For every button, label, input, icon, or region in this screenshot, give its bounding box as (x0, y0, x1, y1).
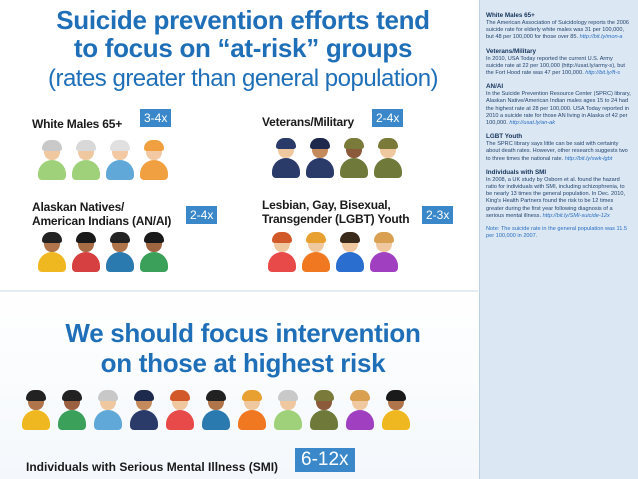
person-icon (140, 140, 168, 182)
people-veterans (272, 138, 402, 180)
source-title: White Males 65+ (486, 12, 535, 19)
sidebar-note: Note: The suicide rate in the general po… (486, 226, 627, 240)
person-icon (38, 232, 66, 274)
person-icon (58, 390, 86, 432)
source-block: AN/AI In the Suicide Prevention Resource… (486, 83, 631, 127)
people-anai (38, 232, 168, 274)
source-link[interactable]: http://bit.ly/SMI-suicide-12x (542, 212, 610, 219)
source-block: Individuals with SMI In 2008, a UK study… (486, 169, 631, 220)
risk-badge-anai: 2-4x (186, 206, 218, 224)
person-icon (72, 232, 100, 274)
sources-sidebar: White Males 65+ The American Association… (479, 0, 638, 479)
source-text: In 2010, USA Today reported the current … (486, 56, 631, 78)
person-icon (336, 232, 364, 274)
group-label-text: American Indians (AN/AI) (32, 214, 172, 228)
person-icon (22, 390, 50, 432)
source-block: White Males 65+ The American Association… (486, 12, 631, 42)
headline-line1: Suicide prevention efforts tend (56, 5, 430, 35)
source-block: Veterans/Military In 2010, USA Today rep… (486, 48, 631, 78)
person-icon (140, 232, 168, 274)
person-icon (238, 390, 266, 432)
group-label-text: Alaskan Natives/ (32, 200, 125, 214)
person-icon (306, 138, 334, 180)
person-icon (370, 232, 398, 274)
headline: Suicide prevention efforts tend to focus… (28, 6, 458, 62)
focus-heading-line2: on those at highest risk (100, 348, 386, 378)
source-body: In 2008, a UK study by Osborn et al. fou… (486, 176, 626, 219)
risk-badge-veterans: 2-4x (372, 109, 404, 127)
focus-heading: We should focus intervention on those at… (20, 318, 466, 378)
source-link[interactable]: http://usat.ly/an-ak (509, 120, 556, 127)
group-label-text: Veterans/Military (262, 115, 354, 129)
person-icon (272, 138, 300, 180)
source-title: LGBT Youth (486, 133, 523, 141)
source-body: In 2010, USA Today reported the current … (486, 55, 625, 77)
group-label-white-males: White Males 65+ (32, 117, 122, 131)
person-icon (374, 138, 402, 180)
headline-subline: (rates greater than general population) (47, 65, 439, 92)
group-label-text: Transgender (LGBT) Youth (262, 212, 410, 226)
source-text: The American Association of Suicidology … (486, 20, 631, 42)
source-link[interactable]: http://bit.ly/mon-a (579, 34, 623, 41)
person-icon (166, 390, 194, 432)
focus-heading-line1: We should focus intervention (65, 318, 421, 348)
group-label-text: Lesbian, Gay, Bisexual, (262, 198, 391, 212)
group-label-veterans: Veterans/Military (262, 115, 354, 129)
group-label-text: White Males 65+ (32, 117, 123, 131)
person-icon (310, 390, 338, 432)
people-smi (22, 390, 410, 432)
smi-label: Individuals with Serious Mental Illness … (26, 460, 279, 474)
source-body: The SPRC library says little can be said… (486, 141, 628, 162)
sources-list: White Males 65+ The American Association… (486, 12, 631, 240)
person-icon (130, 390, 158, 432)
person-icon (106, 140, 134, 182)
source-text: In the Suicide Prevention Resource Cente… (486, 91, 631, 127)
source-body: In the Suicide Prevention Resource Cente… (486, 91, 631, 127)
person-icon (94, 390, 122, 432)
headline-line2: to focus on “at-risk” groups (73, 33, 413, 63)
group-label-lgbt: Lesbian, Gay, Bisexual, Transgender (LGB… (262, 198, 410, 226)
person-icon (302, 232, 330, 274)
source-text: In 2008, a UK study by Osborn et al. fou… (486, 177, 631, 220)
source-text: The SPRC library says little can be said… (486, 141, 631, 163)
risk-badge-white-males: 3-4x (140, 109, 172, 127)
person-icon (38, 140, 66, 182)
risk-badge-lgbt: 2-3x (422, 206, 454, 224)
people-lgbt (268, 232, 398, 274)
people-white-males (38, 140, 168, 182)
person-icon (382, 390, 410, 432)
source-title: AN/AI (486, 83, 504, 91)
section-divider (0, 290, 478, 292)
person-icon (340, 138, 368, 180)
person-icon (106, 232, 134, 274)
source-title: Individuals with SMI (486, 168, 547, 176)
risk-badge-smi: 6-12x (295, 448, 355, 472)
source-link[interactable]: http://bit.ly/swk-lgbt (564, 155, 613, 162)
source-body: The American Association of Suicidology … (486, 20, 630, 41)
person-icon (346, 390, 374, 432)
person-icon (268, 232, 296, 274)
source-title: Veterans/Military (486, 47, 537, 55)
source-link[interactable]: http://bit.ly/ft-s (585, 70, 621, 77)
person-icon (72, 140, 100, 182)
person-icon (274, 390, 302, 432)
person-icon (202, 390, 230, 432)
source-block: LGBT Youth The SPRC library says little … (486, 133, 631, 163)
group-label-anai: Alaskan Natives/ American Indians (AN/AI… (32, 200, 171, 228)
